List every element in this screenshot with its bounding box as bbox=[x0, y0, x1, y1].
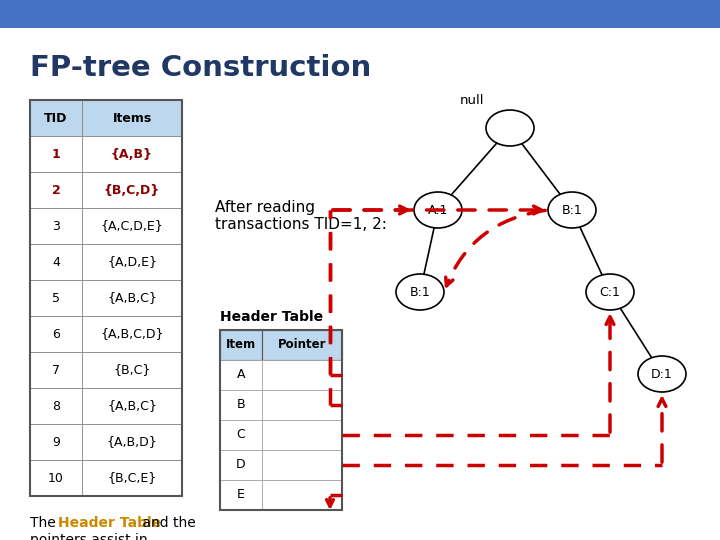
Text: Pointer: Pointer bbox=[278, 339, 326, 352]
Bar bbox=[82, 352, 182, 388]
Bar bbox=[82, 208, 182, 244]
Text: {A,B,C,D}: {A,B,C,D} bbox=[100, 327, 163, 341]
Bar bbox=[82, 316, 182, 352]
Text: 4: 4 bbox=[52, 255, 60, 268]
Text: and the: and the bbox=[138, 516, 196, 530]
Bar bbox=[30, 172, 82, 208]
Text: 7: 7 bbox=[52, 363, 60, 376]
Text: null: null bbox=[459, 94, 484, 107]
Text: E: E bbox=[237, 489, 245, 502]
Bar bbox=[220, 480, 262, 510]
Text: A: A bbox=[237, 368, 246, 381]
Bar bbox=[30, 316, 82, 352]
Text: pointers assist in: pointers assist in bbox=[30, 533, 148, 540]
Text: 9: 9 bbox=[52, 435, 60, 449]
Bar bbox=[220, 390, 262, 420]
Bar bbox=[220, 360, 262, 390]
Bar bbox=[82, 244, 182, 280]
Text: {B,C,E}: {B,C,E} bbox=[107, 471, 157, 484]
Text: {A,B,D}: {A,B,D} bbox=[107, 435, 158, 449]
Text: TID: TID bbox=[45, 111, 68, 125]
Text: {B,C}: {B,C} bbox=[113, 363, 150, 376]
Bar bbox=[30, 280, 82, 316]
Text: The: The bbox=[30, 516, 60, 530]
Text: B:1: B:1 bbox=[562, 204, 582, 217]
Bar bbox=[82, 100, 182, 136]
Bar bbox=[262, 480, 342, 510]
Text: A:1: A:1 bbox=[428, 204, 448, 217]
Text: B:1: B:1 bbox=[410, 286, 431, 299]
Bar bbox=[30, 424, 82, 460]
Bar bbox=[30, 100, 182, 496]
Text: B: B bbox=[237, 399, 246, 411]
Bar bbox=[82, 136, 182, 172]
Text: {A,D,E}: {A,D,E} bbox=[107, 255, 157, 268]
Text: Header Table: Header Table bbox=[220, 310, 323, 324]
Bar bbox=[30, 244, 82, 280]
Ellipse shape bbox=[586, 274, 634, 310]
Bar bbox=[30, 208, 82, 244]
Bar bbox=[30, 388, 82, 424]
Bar bbox=[82, 388, 182, 424]
Ellipse shape bbox=[548, 192, 596, 228]
Text: 2: 2 bbox=[52, 184, 60, 197]
Text: C:1: C:1 bbox=[600, 286, 621, 299]
Bar bbox=[220, 450, 262, 480]
Text: {A,B,C}: {A,B,C} bbox=[107, 400, 157, 413]
Text: 1: 1 bbox=[52, 147, 60, 160]
Bar bbox=[82, 172, 182, 208]
Bar bbox=[82, 280, 182, 316]
Ellipse shape bbox=[486, 110, 534, 146]
Text: {A,B}: {A,B} bbox=[111, 147, 153, 160]
Text: 10: 10 bbox=[48, 471, 64, 484]
Ellipse shape bbox=[638, 356, 686, 392]
Bar bbox=[262, 330, 342, 360]
Text: 3: 3 bbox=[52, 219, 60, 233]
Text: {A,B,C}: {A,B,C} bbox=[107, 292, 157, 305]
Text: Items: Items bbox=[112, 111, 152, 125]
Bar bbox=[30, 136, 82, 172]
Ellipse shape bbox=[396, 274, 444, 310]
Ellipse shape bbox=[414, 192, 462, 228]
Bar bbox=[30, 460, 82, 496]
Bar bbox=[220, 420, 262, 450]
Bar bbox=[262, 360, 342, 390]
Text: D: D bbox=[236, 458, 246, 471]
Text: 5: 5 bbox=[52, 292, 60, 305]
Text: 6: 6 bbox=[52, 327, 60, 341]
Text: 8: 8 bbox=[52, 400, 60, 413]
Text: C: C bbox=[237, 429, 246, 442]
Bar bbox=[30, 100, 82, 136]
Text: D:1: D:1 bbox=[651, 368, 673, 381]
Bar bbox=[0, 0, 720, 28]
Text: After reading
transactions TID=1, 2:: After reading transactions TID=1, 2: bbox=[215, 200, 387, 232]
Bar bbox=[82, 460, 182, 496]
Text: {A,C,D,E}: {A,C,D,E} bbox=[101, 219, 163, 233]
Text: FP-tree Construction: FP-tree Construction bbox=[30, 54, 372, 82]
Bar bbox=[262, 450, 342, 480]
Bar bbox=[30, 352, 82, 388]
Bar bbox=[220, 330, 342, 510]
Bar bbox=[262, 420, 342, 450]
Bar bbox=[262, 390, 342, 420]
Bar bbox=[82, 424, 182, 460]
Text: Item: Item bbox=[226, 339, 256, 352]
Bar bbox=[220, 330, 262, 360]
Text: Header Table: Header Table bbox=[58, 516, 161, 530]
Text: {B,C,D}: {B,C,D} bbox=[104, 184, 160, 197]
